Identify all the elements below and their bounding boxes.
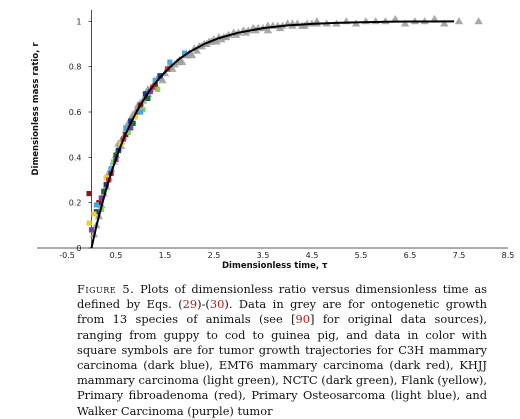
y-tick-label: 0 (76, 244, 81, 253)
tumor-data-point (86, 191, 92, 197)
tumor-data-point (182, 50, 188, 56)
x-axis-title: Dimensionless time, τ (222, 261, 328, 271)
grey-data-point (168, 64, 177, 72)
tumor-data-point (157, 73, 163, 79)
tumor-data-point (103, 181, 109, 188)
tumor-data-point (113, 152, 119, 158)
x-tick-label: 3.5 (257, 251, 270, 260)
axes-layer (37, 10, 508, 249)
tumor-data-point (123, 125, 129, 131)
tumor-data-point (128, 125, 134, 131)
tumor-data-point (101, 188, 107, 194)
y-axis-title: Dimensionless mass ratio, r (31, 42, 41, 176)
y-tick-label: 1 (76, 17, 81, 26)
grey-data-point (430, 14, 439, 23)
figure-label: Figure 5. (77, 282, 135, 296)
tumor-data-point (133, 113, 139, 120)
equation-ref-30[interactable]: 30 (209, 297, 225, 312)
tumor-data-point (167, 59, 173, 65)
tumor-data-point (142, 91, 148, 97)
caption-text-3: ). Data in grey are for ontogenetic grow… (77, 297, 487, 327)
grey-data-point (187, 51, 197, 59)
grey-data-point (371, 17, 380, 25)
labels-layer: 0 0.2 0.4 0.6 0.8 1 -0.5 0.5 1.5 2.5 3.5 4.5 5.5 6.5 7… (31, 17, 514, 271)
grey-data-point (400, 19, 410, 27)
y-tick-label: 0.8 (69, 63, 82, 72)
tumor-data-point (98, 195, 104, 201)
caption-text-2: )-( (197, 297, 210, 312)
tumor-data-point (88, 227, 95, 233)
y-tick-label: 0.2 (69, 199, 82, 208)
tumor-data-point (147, 89, 153, 95)
y-tick-label: 0.4 (69, 153, 82, 162)
chart-svg: 0 0.2 0.4 0.6 0.8 1 -0.5 0.5 1.5 2.5 3.5 4.5 5.5 6.5 7… (31, 10, 514, 271)
x-tick-label: 7.5 (453, 251, 466, 260)
grey-data-point (158, 76, 167, 84)
x-tick-label: 6.5 (404, 251, 417, 260)
caption-text-1: Plots of dimensionless ratio versus dime… (77, 282, 487, 312)
x-tick-label: 4.5 (306, 251, 319, 260)
points-layer (86, 14, 483, 238)
equation-ref-29[interactable]: 29 (182, 297, 198, 312)
caption-text-4: ] for original data sources), ranging fr… (77, 312, 487, 418)
tumor-data-point (86, 220, 92, 226)
citation-ref-90[interactable]: 90 (295, 312, 311, 327)
tumor-data-point (125, 129, 131, 135)
grey-data-point (263, 26, 273, 34)
grey-data-point (192, 46, 202, 54)
tumor-data-point (137, 109, 144, 115)
grey-data-point (275, 23, 285, 32)
model-curve (90, 20, 455, 249)
tumor-data-point (155, 86, 161, 92)
x-tick-label: -0.5 (59, 251, 75, 260)
grey-data-point (381, 17, 390, 25)
chart: 0 0.2 0.4 0.6 0.8 1 -0.5 0.5 1.5 2.5 3.5 4.5 5.5 6.5 7… (31, 10, 514, 271)
tumor-data-point (108, 166, 114, 172)
grey-data-point (177, 57, 187, 66)
tumor-data-point (91, 211, 97, 217)
grey-data-point (474, 17, 483, 25)
figure-caption: Figure 5. Plots of dimensionless ratio v… (77, 282, 487, 419)
grey-data-point (454, 17, 464, 25)
x-tick-label: 2.5 (208, 251, 221, 260)
grey-data-point (217, 35, 226, 43)
grey-data-point (391, 14, 400, 23)
tumor-data-point (130, 120, 136, 126)
tumor-data-point (93, 202, 99, 208)
curve-layer (90, 20, 455, 249)
tumor-data-point (145, 95, 151, 101)
x-tick-label: 5.5 (355, 251, 368, 260)
y-tick-label: 0.6 (69, 108, 82, 117)
x-tick-label: 1.5 (159, 251, 172, 260)
x-tick-label: 8.5 (502, 251, 515, 260)
x-tick-label: 0.5 (110, 251, 123, 260)
tumor-data-point (152, 77, 158, 83)
grey-data-point (440, 19, 449, 27)
